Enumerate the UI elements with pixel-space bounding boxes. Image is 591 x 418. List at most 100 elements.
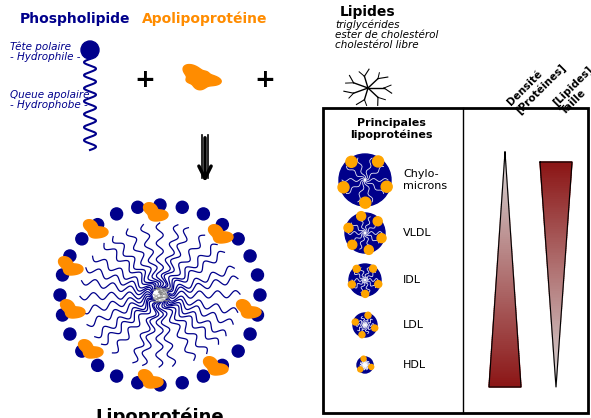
Text: Densité
[Protéines]: Densité [Protéines] (505, 54, 567, 116)
Polygon shape (504, 160, 506, 162)
Polygon shape (501, 203, 509, 205)
Polygon shape (500, 224, 510, 227)
Polygon shape (504, 162, 506, 164)
Polygon shape (498, 248, 512, 250)
Polygon shape (551, 325, 560, 327)
Polygon shape (502, 201, 508, 203)
Polygon shape (545, 237, 567, 239)
Polygon shape (547, 261, 565, 263)
Polygon shape (544, 220, 568, 222)
Polygon shape (236, 300, 261, 318)
Polygon shape (491, 356, 519, 358)
Polygon shape (545, 228, 567, 229)
Polygon shape (499, 238, 511, 240)
Polygon shape (543, 201, 569, 203)
Text: Chylo-
microns: Chylo- microns (403, 169, 447, 191)
Polygon shape (550, 304, 562, 306)
Circle shape (132, 377, 144, 389)
Polygon shape (503, 184, 507, 185)
Polygon shape (502, 185, 508, 187)
Polygon shape (550, 297, 563, 299)
Polygon shape (493, 328, 517, 330)
Text: - Hydrophile -: - Hydrophile - (10, 52, 80, 62)
Circle shape (369, 265, 376, 272)
Circle shape (57, 309, 69, 321)
Polygon shape (551, 319, 561, 321)
Polygon shape (550, 299, 562, 301)
Polygon shape (500, 227, 510, 228)
Polygon shape (492, 340, 518, 342)
Circle shape (373, 217, 382, 226)
Text: Apolipoprotéine: Apolipoprotéine (142, 12, 268, 26)
Polygon shape (83, 220, 108, 238)
Polygon shape (492, 342, 518, 344)
Polygon shape (489, 385, 521, 387)
Polygon shape (545, 232, 567, 233)
Polygon shape (502, 197, 508, 199)
Polygon shape (501, 217, 509, 219)
Circle shape (364, 245, 374, 255)
Circle shape (92, 359, 103, 371)
Polygon shape (501, 211, 509, 213)
Text: +: + (255, 68, 275, 92)
Polygon shape (553, 349, 558, 352)
Circle shape (54, 289, 66, 301)
Polygon shape (495, 293, 515, 295)
Text: +: + (135, 68, 155, 92)
Polygon shape (543, 205, 569, 207)
Circle shape (349, 264, 381, 296)
Circle shape (176, 377, 189, 389)
Polygon shape (550, 295, 563, 297)
Polygon shape (548, 280, 564, 282)
Polygon shape (504, 170, 506, 171)
Polygon shape (183, 64, 221, 90)
Polygon shape (554, 355, 558, 357)
Polygon shape (489, 377, 521, 379)
Polygon shape (553, 340, 559, 342)
Circle shape (197, 208, 209, 220)
Circle shape (372, 325, 378, 331)
Polygon shape (489, 379, 521, 381)
Polygon shape (548, 278, 564, 280)
Circle shape (353, 313, 377, 337)
Polygon shape (489, 383, 521, 385)
Polygon shape (499, 230, 511, 232)
Polygon shape (555, 370, 557, 372)
Polygon shape (543, 199, 569, 201)
Circle shape (360, 197, 371, 208)
Polygon shape (553, 352, 558, 353)
Polygon shape (547, 263, 565, 265)
Circle shape (357, 357, 373, 373)
Polygon shape (494, 307, 516, 308)
Polygon shape (504, 168, 506, 170)
Text: triglycérides: triglycérides (335, 20, 400, 31)
Circle shape (232, 345, 244, 357)
Polygon shape (491, 365, 519, 367)
Circle shape (254, 289, 266, 301)
Text: LDL: LDL (403, 320, 424, 330)
Polygon shape (540, 162, 572, 164)
Polygon shape (543, 209, 569, 211)
Text: cholestérol libre: cholestérol libre (335, 40, 418, 50)
Circle shape (344, 223, 353, 232)
Circle shape (338, 182, 349, 193)
Polygon shape (503, 178, 507, 179)
Polygon shape (546, 246, 566, 248)
Polygon shape (492, 344, 518, 346)
Text: Tête polaire: Tête polaire (10, 42, 71, 53)
Polygon shape (540, 166, 571, 168)
Circle shape (352, 319, 358, 325)
Polygon shape (499, 242, 511, 244)
Polygon shape (494, 314, 516, 316)
Polygon shape (498, 260, 512, 262)
Polygon shape (496, 283, 514, 285)
Polygon shape (496, 273, 514, 275)
Polygon shape (490, 370, 520, 371)
Polygon shape (553, 338, 560, 340)
Polygon shape (544, 226, 567, 228)
Polygon shape (495, 301, 515, 303)
Polygon shape (545, 239, 567, 241)
Polygon shape (555, 372, 557, 374)
Polygon shape (549, 291, 563, 293)
Polygon shape (493, 324, 517, 326)
